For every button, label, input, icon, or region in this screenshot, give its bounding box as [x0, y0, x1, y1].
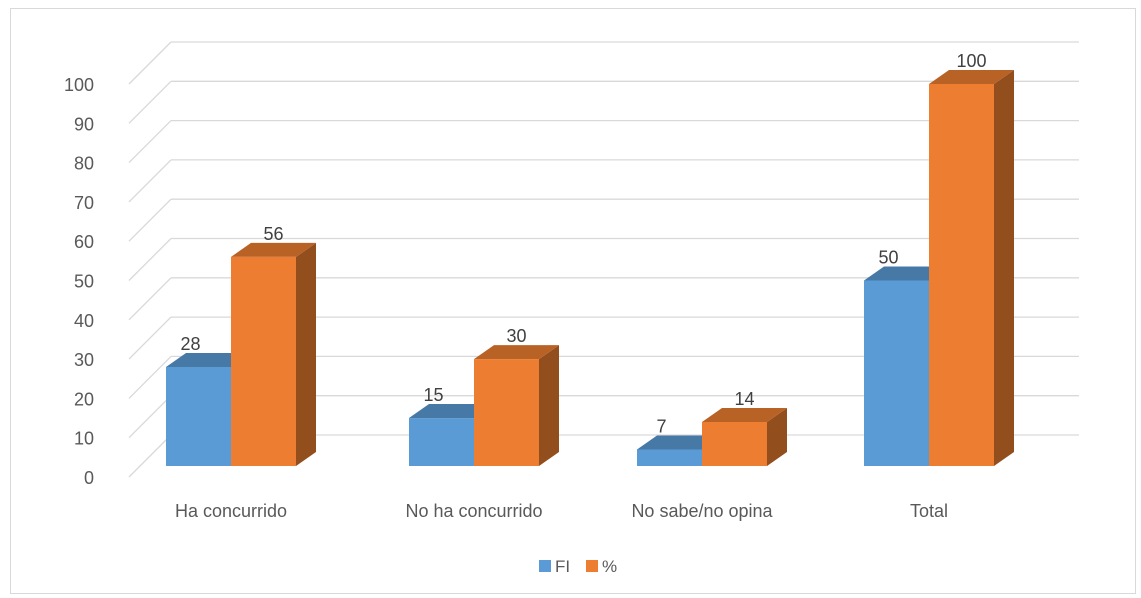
- bar-top-face: [637, 435, 722, 450]
- y-tick-label: 0: [84, 468, 94, 488]
- legend-swatch: [586, 560, 598, 572]
- data-label: 15: [423, 385, 443, 405]
- gridline-slant: [128, 395, 172, 439]
- bar-front-face: [864, 280, 929, 466]
- bar-pct: [929, 70, 1014, 466]
- legend-label: %: [602, 557, 617, 576]
- bar-front-face: [702, 421, 767, 466]
- data-label: 56: [263, 224, 283, 244]
- bar-top-face: [166, 352, 251, 367]
- bar-front-face: [929, 84, 994, 466]
- data-label: 30: [506, 326, 526, 346]
- bar-side-face: [994, 70, 1014, 466]
- bar-side-face: [539, 345, 559, 466]
- bar-front-face: [231, 256, 296, 466]
- data-label: 28: [180, 334, 200, 354]
- bar-front-face: [166, 366, 231, 466]
- x-axis-categories: Ha concurrido No ha concurrido No sabe/no …: [175, 501, 948, 521]
- y-tick-label: 60: [74, 232, 94, 252]
- y-axis-ticks: 0 10 20 30 40 50 60 70 80 90 100: [64, 75, 94, 488]
- bar-pct: [702, 407, 787, 466]
- bar-top-face: [409, 404, 494, 419]
- gridline-slant: [128, 355, 172, 399]
- legend-swatch: [539, 560, 551, 572]
- y-tick-label: 100: [64, 75, 94, 95]
- data-label: 7: [656, 416, 666, 436]
- bar-front-face: [637, 449, 702, 466]
- y-tick-label: 90: [74, 114, 94, 134]
- bar-top-face: [231, 242, 316, 257]
- gridline-slant: [128, 80, 172, 124]
- bar-side-face: [296, 242, 316, 466]
- y-tick-label: 70: [74, 193, 94, 213]
- y-tick-label: 10: [74, 429, 94, 449]
- gridline-slant: [128, 238, 172, 281]
- bar-pct: [231, 242, 316, 466]
- gridline-slant: [128, 198, 172, 242]
- bar-top-face: [929, 70, 1014, 84]
- category-label: No sabe/no opina: [631, 501, 773, 521]
- bar-top-face: [474, 345, 559, 360]
- bar-top-face: [864, 266, 949, 281]
- data-label: 14: [734, 389, 754, 409]
- gridline-slant: [128, 41, 172, 85]
- bar-top-face: [702, 407, 787, 422]
- category-label: Ha concurrido: [175, 501, 287, 521]
- gridline-slant: [128, 316, 172, 360]
- bar-pct: [474, 345, 559, 466]
- data-labels: 28 56 15 30 7 14 50 100: [180, 51, 986, 436]
- gridline-slant: [128, 159, 172, 203]
- bar-front-face: [474, 359, 539, 466]
- y-tick-label: 40: [74, 311, 94, 331]
- bars: [166, 70, 1014, 466]
- y-tick-label: 30: [74, 350, 94, 370]
- legend: FI%: [539, 557, 617, 576]
- y-tick-label: 50: [74, 272, 94, 292]
- gridline-slant: [128, 434, 172, 478]
- category-label: Total: [910, 501, 948, 521]
- legend-label: FI: [555, 557, 570, 576]
- gridline-slant: [128, 120, 172, 164]
- category-label: No ha concurrido: [405, 501, 542, 521]
- y-tick-label: 80: [74, 154, 94, 174]
- bar-side-face: [767, 407, 787, 466]
- data-label: 50: [878, 248, 898, 268]
- bar-front-face: [409, 418, 474, 466]
- gridline-slant: [128, 277, 172, 321]
- data-label: 100: [956, 51, 986, 71]
- y-tick-label: 20: [74, 389, 94, 409]
